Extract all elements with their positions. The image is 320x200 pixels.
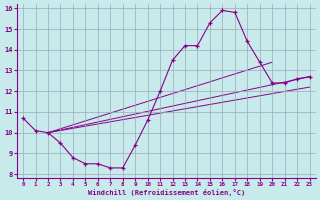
- X-axis label: Windchill (Refroidissement éolien,°C): Windchill (Refroidissement éolien,°C): [88, 189, 245, 196]
